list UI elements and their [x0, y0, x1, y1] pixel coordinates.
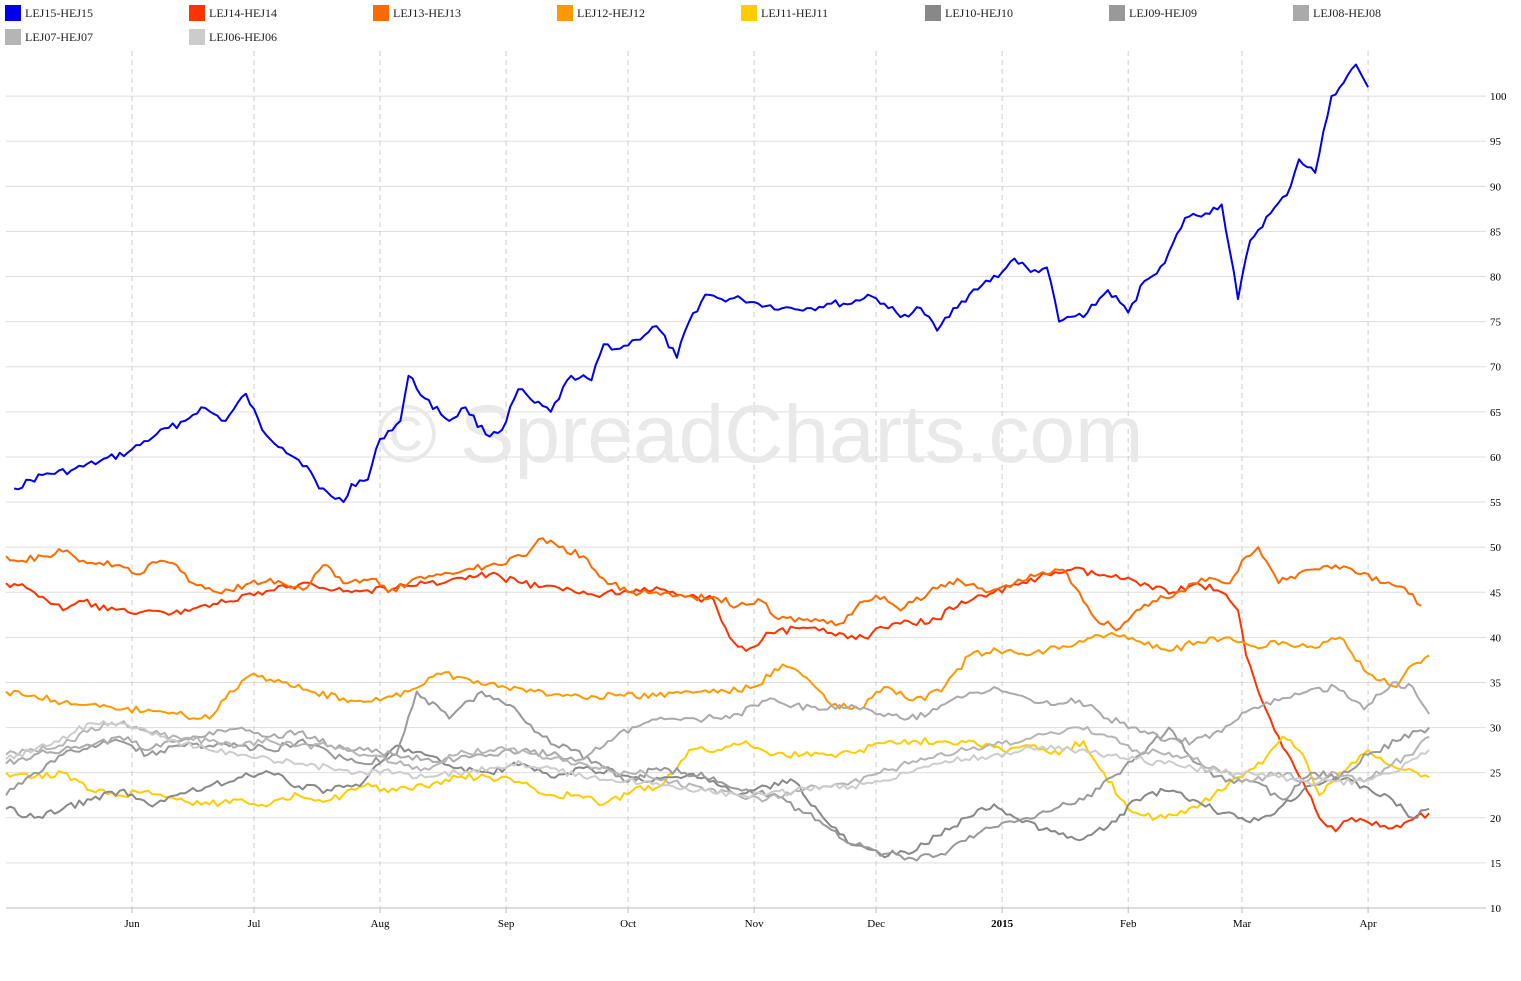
- legend-item-lej14-hej14[interactable]: LEJ14-HEJ14: [189, 3, 277, 23]
- y-tick-label: 60: [1490, 452, 1502, 464]
- legend-item-lej07-hej07[interactable]: LEJ07-HEJ07: [5, 27, 93, 47]
- legend-item-lej15-hej15[interactable]: LEJ15-HEJ15: [5, 3, 93, 23]
- y-tick-label: 100: [1490, 91, 1507, 103]
- y-tick-label: 40: [1490, 632, 1502, 644]
- legend-item-lej10-hej10[interactable]: LEJ10-HEJ10: [925, 3, 1013, 23]
- y-tick-label: 20: [1490, 813, 1502, 825]
- x-tick-label: 2015: [991, 918, 1014, 930]
- legend-item-lej12-hej12[interactable]: LEJ12-HEJ12: [557, 3, 645, 23]
- x-tick-label: Dec: [867, 918, 885, 930]
- legend-item-lej06-hej06[interactable]: LEJ06-HEJ06: [189, 27, 277, 47]
- legend-swatch: [373, 5, 389, 21]
- x-tick-label: Aug: [371, 918, 390, 930]
- series-line-lej07-hej07: [5, 720, 1430, 803]
- series-line-lej14-hej14: [5, 566, 1430, 833]
- legend-swatch: [925, 5, 941, 21]
- legend-swatch: [741, 5, 757, 21]
- legend-label: LEJ06-HEJ06: [209, 29, 277, 44]
- x-tick-label: Sep: [498, 918, 515, 930]
- y-tick-label: 85: [1490, 226, 1502, 238]
- y-tick-label: 10: [1490, 903, 1502, 915]
- x-tick-label: Oct: [620, 918, 636, 930]
- chart-legend: LEJ15-HEJ15 LEJ14-HEJ14 LEJ13-HEJ13 LEJ12-H…: [0, 0, 1521, 50]
- legend-label: LEJ13-HEJ13: [393, 5, 461, 20]
- x-tick-label: Apr: [1360, 918, 1377, 930]
- x-tick-label: Mar: [1233, 918, 1252, 930]
- series-line-lej06-hej06: [5, 720, 1430, 799]
- series-line-lej13-hej13: [5, 537, 1422, 632]
- y-tick-label: 65: [1490, 407, 1502, 419]
- y-tick-label: 90: [1490, 181, 1502, 193]
- y-tick-label: 45: [1490, 587, 1502, 599]
- y-tick-label: 30: [1490, 723, 1502, 735]
- legend-swatch: [557, 5, 573, 21]
- x-tick-label: Jul: [248, 918, 261, 930]
- series-line-lej15-hej15: [13, 63, 1369, 504]
- series-line-lej11-hej11: [5, 735, 1430, 821]
- legend-item-lej13-hej13[interactable]: LEJ13-HEJ13: [373, 3, 461, 23]
- legend-item-lej11-hej11[interactable]: LEJ11-HEJ11: [741, 3, 828, 23]
- legend-label: LEJ14-HEJ14: [209, 5, 277, 20]
- y-tick-label: 50: [1490, 542, 1502, 554]
- legend-label: LEJ08-HEJ08: [1313, 5, 1381, 20]
- legend-item-lej09-hej09[interactable]: LEJ09-HEJ09: [1109, 3, 1197, 23]
- legend-item-lej08-hej08[interactable]: LEJ08-HEJ08: [1293, 3, 1381, 23]
- series-lines: [5, 63, 1430, 862]
- legend-label: LEJ10-HEJ10: [945, 5, 1013, 20]
- legend-label: LEJ11-HEJ11: [761, 5, 829, 20]
- watermark-text: © SpreadCharts.com: [377, 389, 1144, 480]
- y-tick-label: 15: [1490, 858, 1502, 870]
- legend-label: LEJ07-HEJ07: [25, 29, 93, 44]
- legend-swatch: [1293, 5, 1309, 21]
- y-tick-label: 25: [1490, 768, 1502, 780]
- series-line-lej09-hej09: [5, 690, 1430, 862]
- legend-label: LEJ09-HEJ09: [1129, 5, 1197, 20]
- y-tick-label: 35: [1490, 677, 1502, 689]
- legend-label: LEJ15-HEJ15: [25, 5, 93, 20]
- legend-label: LEJ12-HEJ12: [577, 5, 645, 20]
- legend-swatch: [189, 29, 205, 45]
- legend-swatch: [5, 5, 21, 21]
- y-tick-label: 55: [1490, 497, 1502, 509]
- y-tick-label: 75: [1490, 317, 1502, 329]
- series-line-lej08-hej08: [5, 681, 1430, 765]
- x-tick-label: Nov: [745, 918, 764, 930]
- legend-swatch: [189, 5, 205, 21]
- x-tick-label: Jun: [124, 918, 140, 930]
- legend-swatch: [1109, 5, 1125, 21]
- legend-swatch: [5, 29, 21, 45]
- y-tick-label: 80: [1490, 272, 1502, 284]
- series-line-lej12-hej12: [5, 631, 1430, 721]
- x-tick-label: Feb: [1120, 918, 1137, 930]
- y-tick-label: 95: [1490, 136, 1502, 148]
- series-line-lej10-hej10: [5, 744, 1430, 859]
- axes: 10 15 20 25 30 35 40 45 50 55 60 65 70 75 80 85 90 95 100 J…: [6, 91, 1507, 930]
- y-tick-label: 70: [1490, 362, 1502, 374]
